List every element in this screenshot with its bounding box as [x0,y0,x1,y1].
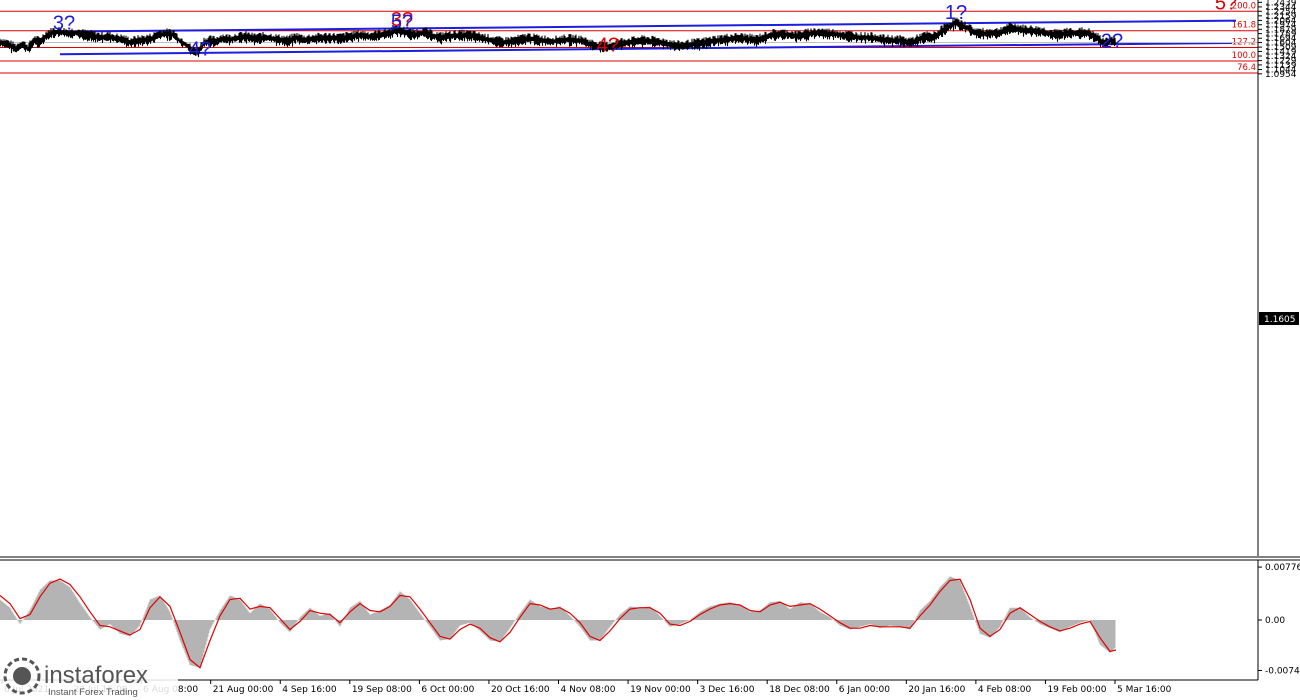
oscillator-tick-label: -0.0074 [1265,666,1300,676]
wave-labels: 3?4?3?5?4?1?2?5? [53,0,1237,60]
time-tick-label: 19 Nov 00:00 [630,685,691,695]
price-tick-label: 1.2064 [1265,16,1297,26]
oscillator-tick-label: 0.00 [1265,616,1285,626]
price-tick-label: 1.1879 [1265,25,1297,35]
time-tick-label: 5 Mar 16:00 [1117,685,1172,695]
current-price-label: 1.1605 [1264,315,1296,325]
oscillator-axis: 0.00776 0.00 -0.0074 [1258,563,1300,676]
wave-label: 4? [189,38,211,60]
time-tick-label: 20 Oct 16:00 [491,685,550,695]
wave-label: 5? [391,11,413,33]
current-price-box [1259,312,1299,325]
fib-label: 76.4 [1237,63,1256,73]
fib-label: 200.0 [1232,1,1256,11]
time-tick-label: 20 Jan 16:00 [908,685,965,695]
channel-line [61,19,1237,33]
price-tick-label: 1.2344 [1265,3,1297,13]
oscillator-tick-label: 0.00776 [1265,563,1300,573]
instaforex-logo-icon [3,657,41,695]
price-tick-label: 1.1139 [1265,61,1297,71]
price-tick-label: 1.1044 [1265,66,1297,76]
oscillator-histogram [0,576,1116,668]
price-tick-label: 1.2439 [1265,0,1297,8]
price-tick-label: 1.2254 [1265,7,1297,17]
price-tick-label: 1.2159 [1265,12,1297,22]
logo-text: instaforex [44,662,148,689]
price-tick-label: 1.1419 [1265,47,1297,57]
price-tick-label: 1.1694 [1265,34,1297,44]
time-tick-label: 6 Oct 00:00 [421,685,474,695]
time-tick-label: 4 Feb 08:00 [978,685,1032,695]
time-tick-label: 19 Feb 00:00 [1047,685,1106,695]
price-axis: 1.24391.23441.22541.21591.20641.19741.18… [1258,0,1297,80]
fib-label: 100.0 [1232,51,1256,61]
price-tick-label: 1.1604 [1265,39,1297,49]
oscillator-signal-line [0,578,1117,669]
time-tick-label: 21 Aug 00:00 [213,685,274,695]
wave-label: 4? [597,34,619,56]
time-tick-label: 4 Nov 08:00 [561,685,616,695]
price-tick-label: 1.1229 [1265,57,1297,67]
time-tick-label: 18 Dec 08:00 [769,685,830,695]
wave-label: 3? [53,13,75,35]
fib-label: 161.8 [1232,21,1256,31]
time-tick-label: 4 Sep 16:00 [282,685,337,695]
trend-channel [59,19,1237,56]
price-tick-label: 1.1509 [1265,43,1297,53]
wave-label: 3? [391,9,413,31]
wave-label: 2? [1101,31,1123,53]
price-tick-label: 1.1324 [1265,52,1297,62]
time-tick-label: 6 Jan 00:00 [839,685,891,695]
price-tick-label: 1.1789 [1265,30,1297,40]
time-tick-label: 19 Sep 08:00 [352,685,412,695]
price-series-line [0,17,1117,58]
price-tick-label: 1.0954 [1265,70,1297,80]
wave-label: 1? [945,2,967,24]
instaforex-logo: instaforex Instant Forex Trading [0,655,178,700]
price-tick-label: 1.1974 [1265,21,1297,31]
logo-tagline: Instant Forex Trading [48,687,138,698]
time-tick-label: 3 Dec 16:00 [700,685,755,695]
channel-line [59,41,1233,56]
wave-label: 5? [1215,0,1237,15]
